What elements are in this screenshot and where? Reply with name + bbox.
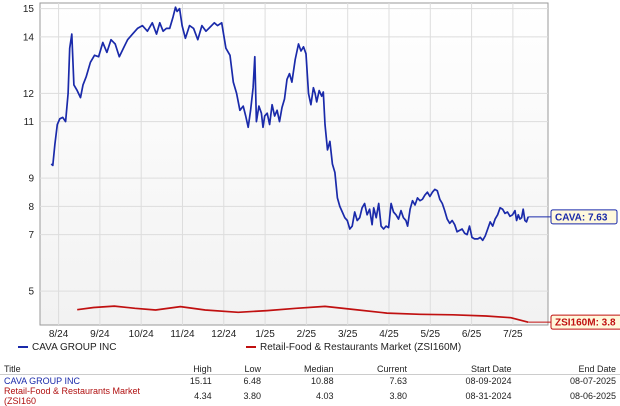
x-tick-label: 7/25 [503, 329, 523, 340]
cell-high: 4.34 [158, 386, 216, 406]
y-axis-ticks: 5 7 8 9 11 12 14 15 [23, 4, 35, 297]
header-low: Low [216, 364, 265, 375]
cell-end-date: 08-06-2025 [516, 386, 620, 406]
header-current: Current [338, 364, 411, 375]
cell-title[interactable]: CAVA GROUP INC [0, 375, 158, 387]
x-tick-label: 12/24 [211, 329, 236, 340]
callout-label-cava: CAVA: 7.63 [555, 212, 608, 223]
stats-header-row: Title High Low Median Current Start Date… [0, 364, 620, 375]
price-chart: 5 7 8 9 11 12 14 15 8/24 9/24 10/24 11/24 12/24 1/25… [0, 0, 620, 340]
legend-label-zsi160m: Retail-Food & Restaurants Market (ZSI160… [260, 342, 461, 353]
cell-high: 15.11 [158, 375, 216, 387]
x-tick-label: 5/25 [421, 329, 441, 340]
table-row: CAVA GROUP INC 15.11 6.48 10.88 7.63 08-… [0, 375, 620, 387]
legend: CAVA GROUP INC Retail-Food & Restaurants… [0, 342, 620, 356]
cell-start-date: 08-31-2024 [411, 386, 515, 406]
header-end-date: End Date [516, 364, 620, 375]
x-tick-label: 2/25 [297, 329, 317, 340]
cell-median: 10.88 [265, 375, 338, 387]
y-tick-label: 9 [28, 174, 34, 185]
y-tick-label: 12 [23, 89, 35, 100]
x-tick-label: 11/24 [170, 329, 195, 340]
callout-label-zsi160m: ZSI160M: 3.8 [555, 318, 616, 329]
header-title: Title [0, 364, 158, 375]
table-row: Retail-Food & Restaurants Market (ZSI160… [0, 386, 620, 406]
x-tick-label: 9/24 [90, 329, 110, 340]
cell-title[interactable]: Retail-Food & Restaurants Market (ZSI160 [0, 386, 158, 406]
y-tick-label: 5 [28, 287, 34, 298]
y-tick-label: 8 [28, 202, 34, 213]
header-median: Median [265, 364, 338, 375]
y-tick-label: 7 [28, 230, 34, 241]
legend-label-cava: CAVA GROUP INC [32, 342, 116, 353]
x-axis-ticks: 8/24 9/24 10/24 11/24 12/24 1/25 2/25 3/25 4/25 5… [49, 329, 523, 340]
x-tick-label: 1/25 [255, 329, 275, 340]
cell-end-date: 08-07-2025 [516, 375, 620, 387]
cell-current: 3.80 [338, 386, 411, 406]
y-tick-label: 15 [23, 4, 35, 15]
x-tick-label: 3/25 [338, 329, 358, 340]
cell-low: 3.80 [216, 386, 265, 406]
stats-table: Title High Low Median Current Start Date… [0, 364, 620, 406]
legend-swatch-cava [18, 346, 28, 348]
cell-current: 7.63 [338, 375, 411, 387]
legend-item-zsi160m[interactable]: Retail-Food & Restaurants Market (ZSI160… [246, 342, 461, 353]
header-start-date: Start Date [411, 364, 515, 375]
x-tick-label: 6/25 [462, 329, 482, 340]
y-tick-label: 11 [24, 117, 35, 128]
x-tick-label: 4/25 [379, 329, 399, 340]
x-tick-label: 8/24 [49, 329, 69, 340]
cell-low: 6.48 [216, 375, 265, 387]
legend-item-cava[interactable]: CAVA GROUP INC [18, 342, 116, 353]
x-tick-label: 10/24 [129, 329, 154, 340]
y-tick-label: 14 [23, 32, 35, 43]
legend-swatch-zsi160m [246, 346, 256, 348]
cell-start-date: 08-09-2024 [411, 375, 515, 387]
header-high: High [158, 364, 216, 375]
cell-median: 4.03 [265, 386, 338, 406]
